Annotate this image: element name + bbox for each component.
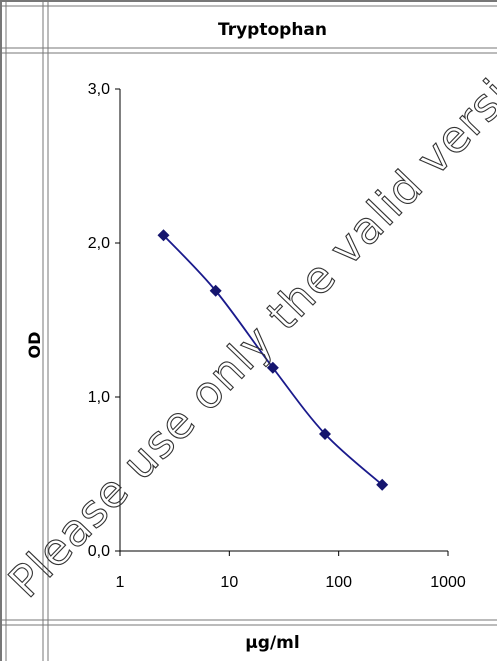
y-tick-label: 3,0 <box>88 81 110 98</box>
data-point <box>209 284 222 297</box>
data-point <box>266 361 279 374</box>
x-tick-label: 100 <box>325 574 352 591</box>
data-point <box>157 229 170 242</box>
y-tick-label: 1,0 <box>88 389 110 406</box>
x-tick-label: 1000 <box>430 574 466 591</box>
data-point <box>319 427 332 440</box>
x-axis-label: µg/ml <box>245 632 300 653</box>
watermark-text: Please use only the valid version <box>0 29 497 608</box>
series-marks <box>157 229 389 491</box>
x-tick-label: 1 <box>116 574 125 591</box>
axes: 0,0 1,0 2,0 3,0 1 10 100 1000 <box>88 81 466 591</box>
watermark: Please use only the valid version <box>0 28 497 608</box>
y-tick-label: 0,0 <box>88 543 110 560</box>
y-tick-label: 2,0 <box>88 235 110 252</box>
x-tick-label: 10 <box>220 574 238 591</box>
data-point <box>376 478 389 491</box>
chart-title: Tryptophan <box>217 20 327 40</box>
